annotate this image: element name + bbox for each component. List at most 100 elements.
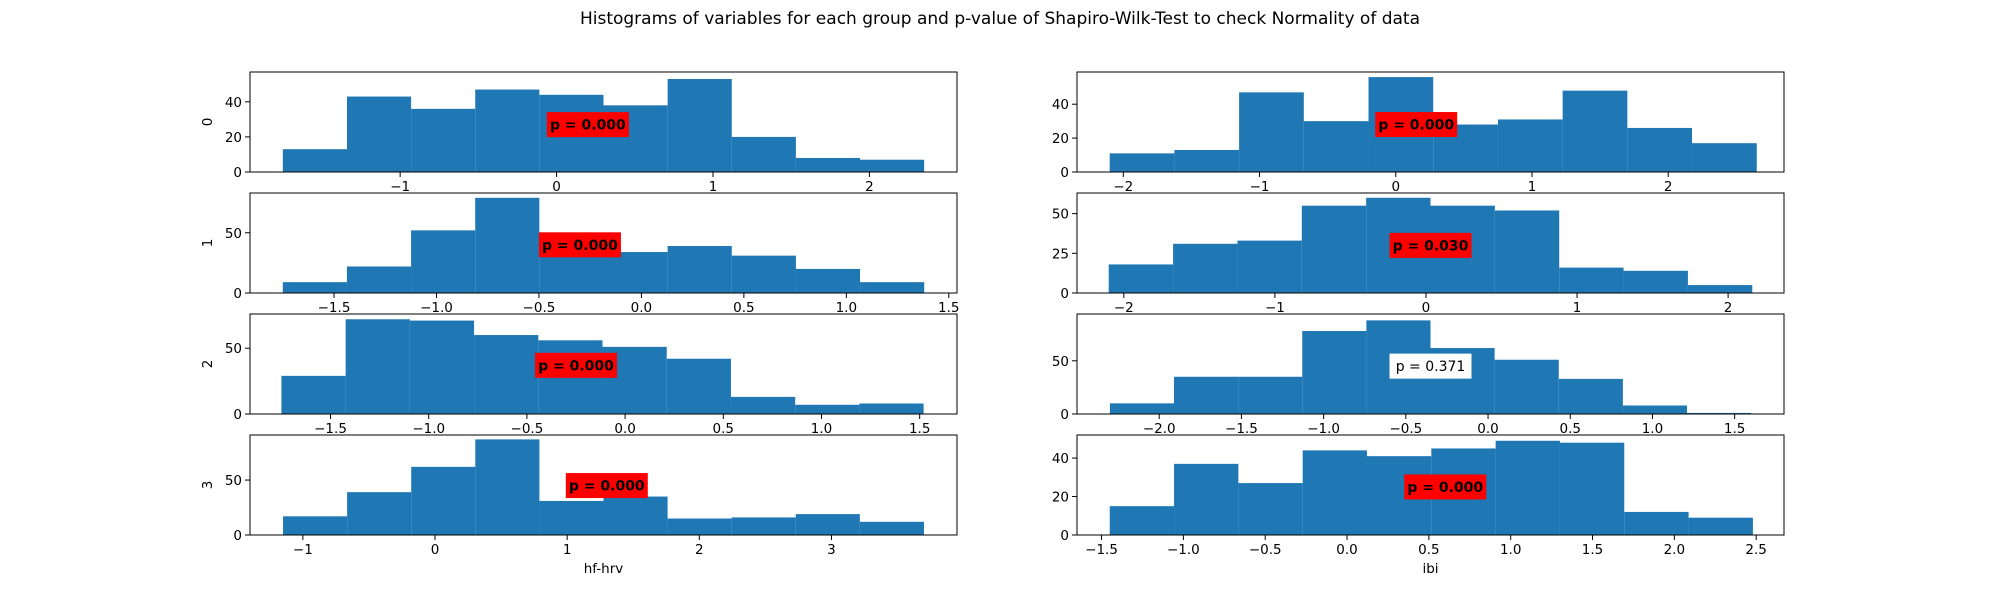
histogram-bar <box>1562 90 1628 172</box>
x-tick-label: 2 <box>1724 300 1733 316</box>
pvalue-box <box>1375 112 1458 138</box>
x-tick-label: 2 <box>865 179 874 195</box>
histogram-bar <box>282 282 347 293</box>
histogram-bar <box>1173 243 1238 293</box>
histogram-bar <box>1239 92 1304 172</box>
x-tick-label: 0.0 <box>631 300 652 316</box>
y-tick-label: 0 <box>233 528 242 544</box>
axes-frame <box>1076 313 1785 415</box>
x-tick-label: 1.0 <box>1642 421 1663 437</box>
x-tick-label: 1.0 <box>836 300 857 316</box>
histogram-bar <box>1558 378 1623 414</box>
pvalue-annotation: p = 0.000 <box>565 473 648 499</box>
subplot-3-1: −1.5 −1.0 −0.5 0.0 0.5 1.0 1.5 2.0 2.5 0 20 40 ibi p … <box>1052 434 1785 577</box>
histogram-bar <box>345 319 410 414</box>
x-tick-label: 1 <box>1528 179 1537 195</box>
x-tick-label: −0.5 <box>511 421 544 437</box>
histogram-bar <box>1302 450 1368 535</box>
x-tick-label: 1.5 <box>909 421 930 437</box>
x-tick-label: −1.5 <box>314 421 347 437</box>
histogram-bar <box>603 252 668 293</box>
pvalue-annotation: p = 0.000 <box>1375 112 1458 138</box>
pvalue-label: p = 0.000 <box>542 238 618 254</box>
y-tick-label: 0 <box>1060 165 1069 181</box>
pvalue-annotation: p = 0.030 <box>1389 232 1472 258</box>
histogram-bar <box>730 396 796 414</box>
axes-frame <box>249 192 958 294</box>
histogram-bar <box>1559 442 1625 535</box>
subplot-2-1: −2.0 −1.5 −1.0 −0.5 0.0 0.5 1.0 1.5 0 50 p = 0.371 <box>1052 313 1785 437</box>
y-tick-label: 50 <box>225 473 242 489</box>
pvalue-box <box>546 112 629 138</box>
histogram-bar <box>860 159 925 172</box>
y-tick-label: 0 <box>233 165 242 181</box>
y-tick-label: 25 <box>1052 246 1069 262</box>
histogram-bar <box>411 466 476 535</box>
x-tick-label: −1.0 <box>1167 542 1200 558</box>
x-tick-label: −1 <box>390 179 410 195</box>
axes-frame <box>1076 71 1785 173</box>
histogram-bar <box>731 255 796 293</box>
x-tick-label: −1.0 <box>420 300 453 316</box>
x-tick-label: 1.5 <box>938 300 959 316</box>
pvalue-box <box>565 473 648 499</box>
x-tick-label: 2 <box>695 542 704 558</box>
y-tick-label: 50 <box>1052 354 1069 370</box>
histogram-bar <box>474 335 539 414</box>
histogram-bar <box>667 246 732 293</box>
x-tick-label: 0.5 <box>1418 542 1439 558</box>
histogram-bar <box>731 136 796 172</box>
y-tick-label: 20 <box>1052 490 1069 506</box>
histogram-bar <box>1109 153 1175 172</box>
histogram-bar <box>1559 267 1624 293</box>
histogram-bar <box>860 282 925 293</box>
x-tick-label: 0.0 <box>614 421 635 437</box>
x-tick-label: −0.5 <box>1249 542 1282 558</box>
x-tick-label: 1 <box>563 542 572 558</box>
pvalue-annotation: p = 0.000 <box>1404 474 1487 500</box>
y-tick-label: 50 <box>1052 207 1069 223</box>
x-tick-label: 0.0 <box>1336 542 1357 558</box>
y-axis-label: 0 <box>200 118 216 127</box>
x-tick-label: 0 <box>431 542 440 558</box>
pvalue-label: p = 0.000 <box>550 118 626 134</box>
pvalue-box <box>538 232 621 258</box>
y-tick-label: 0 <box>1060 407 1069 423</box>
histogram-bar <box>667 518 732 535</box>
x-tick-label: 1.5 <box>1582 542 1603 558</box>
histogram-bar <box>795 268 861 293</box>
histogram-bar <box>795 514 860 535</box>
x-tick-label: −2.0 <box>1143 421 1176 437</box>
y-axis-label: 1 <box>200 239 216 248</box>
x-tick-label: 2.5 <box>1745 542 1766 558</box>
pvalue-annotation: p = 0.000 <box>535 352 618 378</box>
x-tick-label: 0.5 <box>1560 421 1581 437</box>
y-tick-label: 40 <box>225 95 242 111</box>
y-tick-label: 40 <box>1052 451 1069 467</box>
histogram-bar <box>667 79 732 172</box>
histogram-bar <box>539 500 604 535</box>
histogram-bar <box>475 197 540 293</box>
histogram-bar <box>1237 240 1302 293</box>
x-tick-label: 1 <box>1573 300 1582 316</box>
pvalue-label: p = 0.000 <box>538 358 614 374</box>
histogram-bar <box>1109 506 1175 535</box>
y-tick-label: 50 <box>225 341 242 357</box>
histogram-bar <box>475 89 540 172</box>
x-tick-label: −0.5 <box>1389 421 1422 437</box>
pvalue-box <box>535 352 618 378</box>
histogram-bar <box>666 358 731 414</box>
x-tick-label: −1.0 <box>1307 421 1340 437</box>
histogram-bar <box>1238 376 1303 414</box>
histogram-bar <box>731 517 796 535</box>
x-tick-label: 0 <box>1422 300 1431 316</box>
x-tick-label: 2 <box>1664 179 1673 195</box>
axes-frame <box>249 71 958 173</box>
y-tick-label: 50 <box>225 226 242 242</box>
pvalue-box <box>1389 353 1472 379</box>
x-tick-label: 1.0 <box>811 421 832 437</box>
histogram-bar <box>1687 285 1753 293</box>
